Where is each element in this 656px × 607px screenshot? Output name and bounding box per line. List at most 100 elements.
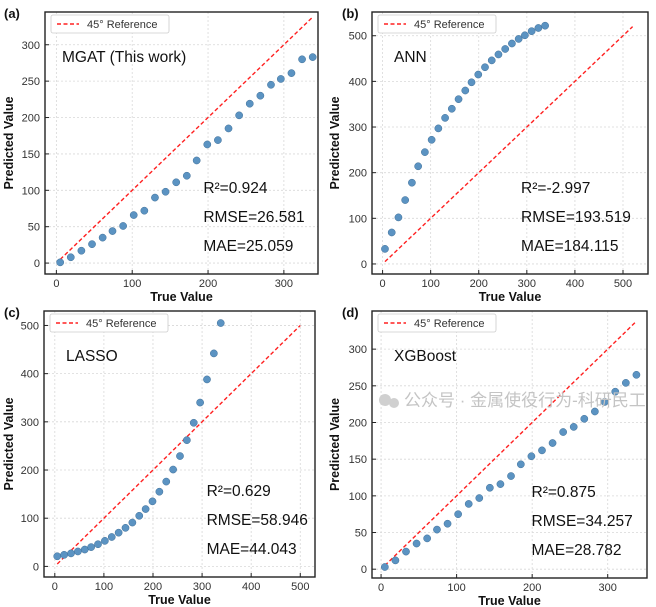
x-tick-label: 400 — [566, 278, 584, 290]
data-point — [454, 510, 462, 519]
data-point — [402, 547, 410, 556]
data-point — [182, 171, 191, 180]
x-tick-label: 300 — [518, 278, 536, 290]
x-axis-label: True Value — [478, 594, 541, 607]
model-name: LASSO — [66, 348, 118, 365]
data-point — [441, 114, 449, 122]
data-point — [203, 140, 212, 149]
legend-label: 45° Reference — [414, 19, 484, 31]
y-axis-label: Predicted Value — [328, 96, 342, 189]
x-tick-label: 0 — [380, 278, 386, 290]
y-tick-label: 100 — [349, 213, 367, 225]
y-axis-label: Predicted Value — [2, 96, 16, 189]
data-point — [121, 523, 130, 532]
reference-line-45deg — [384, 26, 634, 263]
metric-text: MAE=184.115 — [521, 238, 619, 255]
data-point — [210, 349, 218, 358]
data-point — [66, 253, 75, 262]
data-point — [391, 556, 400, 565]
axes-frame — [44, 11, 319, 275]
panel-letter: (a) — [4, 6, 20, 21]
metric-text: RMSE=34.257 — [532, 513, 633, 530]
metric-text: R²=-2.997 — [521, 180, 590, 197]
legend: 45° Reference — [377, 313, 497, 333]
data-point — [611, 387, 620, 396]
metric-text: RMSE=26.581 — [203, 209, 304, 226]
x-tick-label: 500 — [291, 581, 309, 593]
data-point — [423, 534, 432, 543]
axes-frame — [371, 11, 649, 275]
data-point — [387, 228, 396, 237]
data-point — [538, 446, 546, 455]
data-point — [119, 222, 127, 230]
data-point — [108, 227, 117, 235]
data-point — [101, 537, 109, 545]
data-point — [114, 528, 123, 537]
axes-frame — [43, 310, 316, 578]
legend-box — [50, 14, 170, 34]
data-point — [267, 80, 275, 89]
x-tick-label: 300 — [275, 278, 293, 290]
y-tick-label: 500 — [21, 320, 39, 332]
data-point — [494, 50, 503, 59]
metric-text: MAE=44.043 — [207, 541, 297, 558]
data-point — [141, 505, 150, 513]
data-point — [548, 439, 557, 447]
reference-line-45deg — [56, 324, 301, 565]
data-point — [77, 246, 86, 255]
data-point — [94, 540, 102, 549]
y-tick-label: 150 — [349, 454, 367, 466]
data-point — [475, 494, 484, 502]
y-tick-label: 300 — [22, 40, 40, 52]
x-tick-label: 100 — [123, 278, 141, 290]
data-point — [287, 69, 296, 77]
data-point — [496, 480, 505, 488]
y-tick-label: 0 — [33, 561, 39, 573]
y-tick-label: 0 — [361, 564, 367, 576]
data-point — [135, 511, 144, 520]
data-point — [74, 547, 82, 556]
data-point — [447, 104, 456, 113]
model-name: ANN — [394, 49, 427, 66]
y-tick-label: 200 — [349, 168, 367, 180]
y-tick-label: 400 — [349, 76, 367, 88]
data-point — [196, 398, 204, 407]
wechat-icon — [379, 394, 391, 406]
data-point — [621, 379, 630, 387]
data-point — [155, 487, 164, 496]
watermark-text: 公众号 · 金属使役行为-科研民工 — [404, 390, 646, 410]
panel-letter: (c) — [4, 305, 20, 320]
data-point — [381, 245, 389, 253]
data-point — [427, 135, 436, 144]
data-point — [443, 519, 452, 528]
data-point — [600, 398, 609, 406]
data-point — [56, 258, 65, 267]
subplot-d: 0 100 200 300 0 50 100 150 200 250 300 True Value Pr… — [328, 305, 648, 607]
data-point — [67, 549, 75, 558]
y-tick-label: 300 — [349, 344, 367, 356]
y-tick-label: 150 — [22, 149, 40, 161]
subplot-c: 0 100 200 300 400 500 0 100 200 300 400 500 True Val… — [2, 305, 316, 607]
y-tick-label: 300 — [21, 417, 39, 429]
data-point — [487, 56, 496, 65]
data-point — [129, 211, 138, 219]
data-point — [507, 472, 515, 480]
y-axis-label: Predicted Value — [2, 397, 16, 490]
data-point — [172, 178, 181, 187]
watermark: 公众号 · 金属使役行为-科研民工 — [379, 390, 646, 410]
data-point — [235, 111, 243, 120]
data-point — [189, 418, 198, 427]
data-point — [140, 206, 149, 215]
data-point — [464, 500, 473, 508]
data-point — [569, 423, 578, 431]
model-name: XGBoost — [394, 348, 457, 365]
data-point — [276, 75, 285, 83]
data-point — [516, 460, 525, 469]
y-tick-label: 250 — [22, 76, 40, 88]
legend-box — [377, 14, 497, 34]
metric-text: RMSE=58.946 — [207, 512, 308, 529]
x-tick-label: 200 — [470, 278, 488, 290]
data-point — [148, 497, 157, 506]
legend-label: 45° Reference — [414, 318, 484, 330]
data-point — [414, 162, 423, 171]
